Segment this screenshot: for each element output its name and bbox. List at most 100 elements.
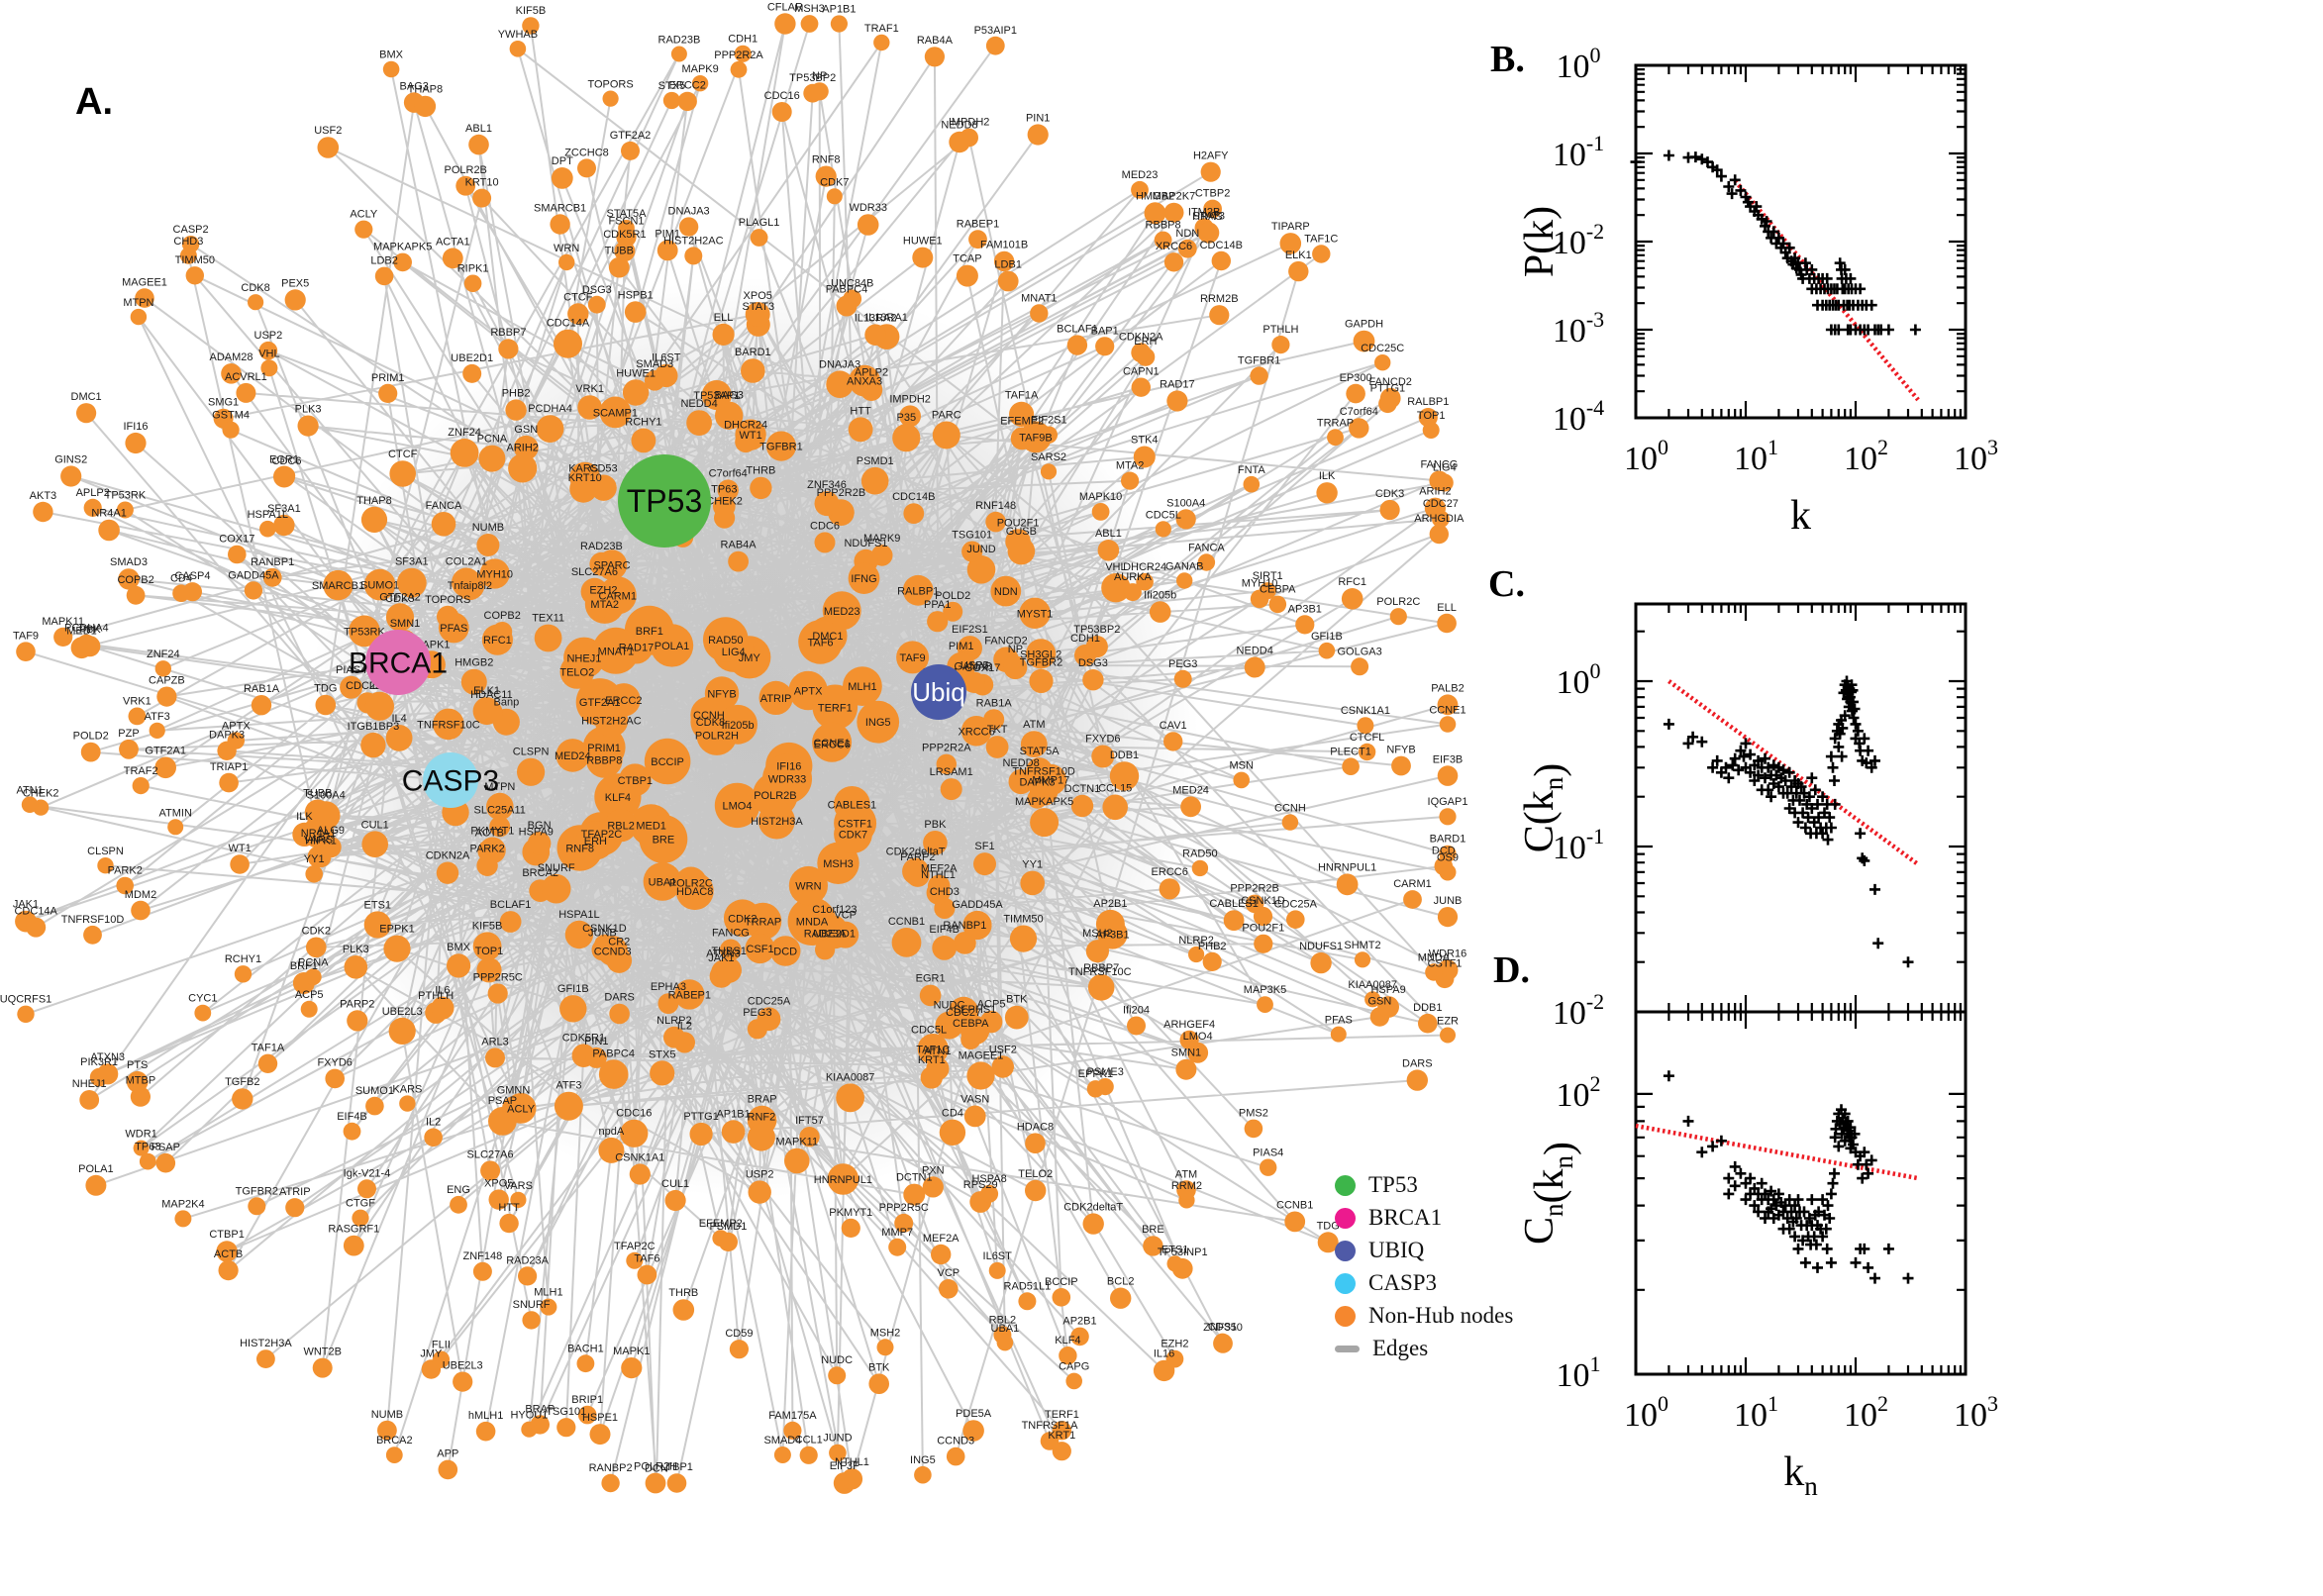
legend-edge-swatch	[1335, 1345, 1360, 1352]
svg-text:TOPORS: TOPORS	[425, 594, 470, 606]
svg-text:KRT1: KRT1	[1048, 1430, 1075, 1442]
svg-text:PHB2: PHB2	[502, 387, 531, 399]
hub-label-casp3: CASP3	[402, 765, 499, 798]
svg-text:DMC1: DMC1	[71, 391, 102, 403]
svg-text:MYH10: MYH10	[1242, 578, 1278, 590]
svg-text:CR2: CR2	[608, 936, 630, 948]
svg-text:SF1: SF1	[974, 841, 994, 852]
svg-text:IFNG: IFNG	[851, 573, 876, 585]
svg-text:PXN: PXN	[922, 1164, 945, 1176]
svg-text:APLP2: APLP2	[855, 367, 888, 379]
svg-text:P53AIP1: P53AIP1	[974, 25, 1017, 37]
svg-text:MED24: MED24	[1172, 784, 1209, 796]
svg-text:SHMT2: SHMT2	[1344, 940, 1380, 951]
svg-text:TP53BP2: TP53BP2	[789, 72, 836, 84]
svg-text:TP53INP1: TP53INP1	[1158, 1247, 1208, 1258]
svg-text:FNTA: FNTA	[1238, 464, 1266, 476]
svg-text:SMARCB1: SMARCB1	[312, 580, 364, 592]
svg-text:SIRT1: SIRT1	[1253, 570, 1283, 582]
network-edge-density-halo	[307, 277, 1198, 1198]
svg-text:TGFBR1: TGFBR1	[1238, 354, 1280, 366]
chart-b-fit-line	[1733, 179, 1920, 402]
svg-text:CDH1: CDH1	[1070, 633, 1100, 645]
svg-text:RAB4A: RAB4A	[721, 540, 758, 551]
svg-text:KRT10: KRT10	[465, 177, 499, 189]
svg-text:DHCR24: DHCR24	[724, 419, 767, 431]
svg-text:VHL: VHL	[1105, 561, 1126, 573]
svg-text:CABLES1: CABLES1	[828, 799, 877, 811]
svg-text:TP63: TP63	[711, 483, 737, 495]
svg-text:DCD: DCD	[1432, 846, 1456, 857]
svg-text:CAPZB: CAPZB	[149, 675, 185, 687]
svg-text:ELK1: ELK1	[1285, 249, 1312, 261]
svg-text:RAD23A: RAD23A	[506, 1254, 549, 1266]
hub-node-ubiq: Ubiq	[911, 664, 966, 720]
svg-text:XPO5: XPO5	[744, 290, 772, 302]
svg-text:CSNK1A1: CSNK1A1	[615, 1151, 664, 1163]
svg-text:RAB4A: RAB4A	[917, 35, 954, 47]
svg-text:PBK: PBK	[79, 624, 102, 636]
network-nodes	[15, 13, 1459, 1494]
svg-text:MAPK9: MAPK9	[681, 63, 718, 75]
svg-text:TDG: TDG	[1317, 1220, 1340, 1232]
svg-text:EZR: EZR	[1437, 1016, 1459, 1028]
legend-item-label: CASP3	[1368, 1270, 1438, 1295]
svg-text:NR4A1: NR4A1	[301, 828, 336, 840]
svg-text:DHCR24: DHCR24	[1123, 561, 1166, 573]
svg-text:FSCN1: FSCN1	[608, 215, 644, 227]
svg-text:NFYB: NFYB	[1386, 745, 1415, 756]
svg-text:TELO2: TELO2	[1018, 1168, 1053, 1180]
svg-text:VRK1: VRK1	[123, 696, 152, 708]
svg-text:SF3A1: SF3A1	[267, 503, 301, 515]
chart-c-tick-labels: 100 10-1 10-2	[1553, 658, 1604, 1032]
legend-item-label: UBIQ	[1368, 1238, 1425, 1262]
svg-text:HUWE1: HUWE1	[616, 367, 656, 379]
svg-text:ETS1: ETS1	[364, 899, 392, 911]
svg-text:NLRP2: NLRP2	[1178, 935, 1213, 947]
svg-text:BTK: BTK	[1006, 994, 1028, 1006]
chart-d-tick-labels: 100 101 102 103 102 101	[1557, 1071, 1999, 1434]
svg-text:TRAF1: TRAF1	[864, 23, 899, 35]
svg-text:HNRNPUL1: HNRNPUL1	[1318, 861, 1376, 873]
svg-text:MAP2K4: MAP2K4	[161, 1198, 204, 1210]
svg-text:HIST2H3A: HIST2H3A	[240, 1338, 292, 1349]
svg-text:ELL: ELL	[714, 312, 734, 324]
svg-text:ATM: ATM	[1023, 719, 1045, 731]
svg-text:DMC1: DMC1	[812, 631, 843, 643]
svg-text:CDC16: CDC16	[616, 1108, 652, 1120]
svg-text:RALBP1: RALBP1	[897, 585, 939, 597]
svg-text:JUND: JUND	[966, 544, 995, 555]
svg-text:DPT: DPT	[552, 155, 573, 167]
svg-text:SF3A1: SF3A1	[395, 556, 429, 568]
svg-text:BRAP: BRAP	[748, 1094, 777, 1106]
chart-d-fit-line	[1635, 1123, 1919, 1181]
svg-text:MSH3: MSH3	[823, 858, 854, 870]
svg-text:RRM2: RRM2	[1171, 1180, 1202, 1192]
svg-text:PCNA: PCNA	[298, 956, 329, 968]
svg-text:ILK: ILK	[1319, 470, 1336, 482]
svg-text:RAD17: RAD17	[1160, 378, 1194, 390]
svg-text:TRRAP: TRRAP	[1317, 417, 1354, 429]
svg-text:PPP2R2A: PPP2R2A	[922, 743, 971, 754]
svg-text:EZH2: EZH2	[1161, 1339, 1188, 1350]
svg-text:COPB2: COPB2	[117, 574, 153, 586]
svg-text:ATF3: ATF3	[556, 1080, 581, 1092]
svg-text:MAP3K5: MAP3K5	[1244, 984, 1286, 996]
svg-text:TUBB: TUBB	[605, 246, 634, 257]
legend: TP53 BRCA1 UBIQ CASP3 Non-Hub nodes Edges	[1335, 1172, 1513, 1361]
svg-text:HIPK1: HIPK1	[305, 835, 337, 847]
svg-text:101: 101	[1734, 435, 1778, 477]
svg-text:CCNB1: CCNB1	[888, 916, 925, 928]
svg-text:RNF2: RNF2	[748, 1112, 776, 1124]
svg-text:NP: NP	[1008, 644, 1023, 655]
chart-b-ticks	[1634, 63, 1968, 420]
svg-text:MTA2: MTA2	[590, 599, 619, 611]
svg-text:CDK7: CDK7	[839, 830, 867, 842]
svg-text:C7orf64: C7orf64	[1340, 406, 1378, 418]
svg-text:DSG3: DSG3	[582, 284, 612, 296]
svg-text:ATRIP: ATRIP	[279, 1186, 311, 1198]
svg-text:CTBP1: CTBP1	[209, 1229, 244, 1241]
svg-text:PIAS4: PIAS4	[1253, 1147, 1283, 1159]
